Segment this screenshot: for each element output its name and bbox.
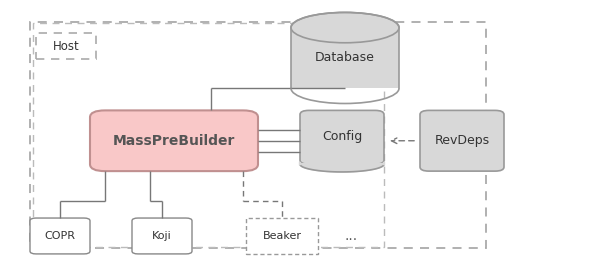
FancyBboxPatch shape (90, 110, 258, 171)
Bar (246, 218, 318, 254)
Text: Beaker: Beaker (263, 231, 302, 241)
Text: MassPreBuilder: MassPreBuilder (113, 134, 235, 148)
FancyBboxPatch shape (420, 110, 504, 171)
FancyBboxPatch shape (30, 218, 90, 254)
Text: ...: ... (344, 229, 358, 243)
Bar (33, 23, 384, 247)
Ellipse shape (291, 12, 399, 43)
Text: Koji: Koji (152, 231, 172, 241)
FancyBboxPatch shape (132, 218, 192, 254)
Polygon shape (300, 164, 384, 172)
Bar (30, 22, 486, 248)
Bar (291, 28, 399, 88)
FancyBboxPatch shape (300, 110, 384, 164)
Bar (36, 33, 96, 59)
Text: RevDeps: RevDeps (434, 134, 490, 147)
Text: Host: Host (53, 40, 79, 53)
Text: Config: Config (322, 130, 362, 143)
Text: COPR: COPR (44, 231, 76, 241)
Text: Database: Database (315, 51, 375, 65)
